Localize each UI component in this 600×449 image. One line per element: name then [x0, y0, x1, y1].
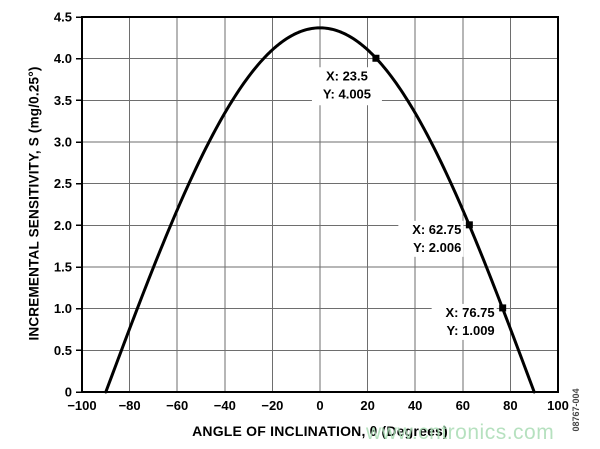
y-tick-label: 2.5: [54, 176, 72, 191]
annotation-label-line: X: 23.5: [326, 68, 368, 83]
sensitivity-curve: [104, 26, 536, 394]
y-tick-label: 0.5: [54, 343, 72, 358]
x-tick-label: −100: [67, 398, 96, 413]
annotation-label-background: [398, 220, 464, 257]
y-tick-label: 1.0: [54, 301, 72, 316]
x-tick-label: 0: [316, 398, 323, 413]
x-tick-label: 80: [503, 398, 517, 413]
x-tick-label: −60: [166, 398, 188, 413]
x-tick-label: 20: [360, 398, 374, 413]
plot-border: [81, 16, 559, 393]
x-axis-title: ANGLE OF INCLINATION, θ (Degrees): [192, 423, 448, 439]
x-tick-label: −40: [214, 398, 236, 413]
annotation-label-line: X: 76.75: [446, 305, 495, 320]
y-tick-label: 1.5: [54, 260, 72, 275]
data-point-marker: [372, 54, 380, 62]
y-axis-title: INCREMENTAL SENSITIVITY, S (mg/0.25°): [26, 66, 42, 341]
x-tick-label: 100: [547, 398, 569, 413]
x-tick-label: 40: [408, 398, 422, 413]
x-tick-label: −80: [119, 398, 141, 413]
watermark-text: www.cntronics.com: [366, 421, 555, 444]
y-tick-label: 2.0: [54, 218, 72, 233]
data-point-marker: [465, 221, 473, 229]
annotation-label-line: Y: 4.005: [323, 86, 371, 101]
y-tick-label: 0: [65, 385, 72, 400]
y-tick-label: 3.5: [54, 93, 72, 108]
y-tick-label: 4.5: [54, 10, 72, 25]
annotation-label-line: Y: 2.006: [413, 240, 461, 255]
y-tick-label: 3.0: [54, 135, 72, 150]
annotation-label-line: Y: 1.009: [446, 323, 494, 338]
y-tick-label: 4.0: [54, 51, 72, 66]
annotation-label-background: [431, 303, 497, 340]
annotation-label-line: X: 62.75: [412, 222, 461, 237]
x-tick-label: −20: [261, 398, 283, 413]
x-tick-label: 60: [456, 398, 470, 413]
annotation-label-background: [311, 67, 382, 106]
figure-number: 08767-004: [571, 388, 581, 432]
data-point-marker: [499, 304, 507, 312]
